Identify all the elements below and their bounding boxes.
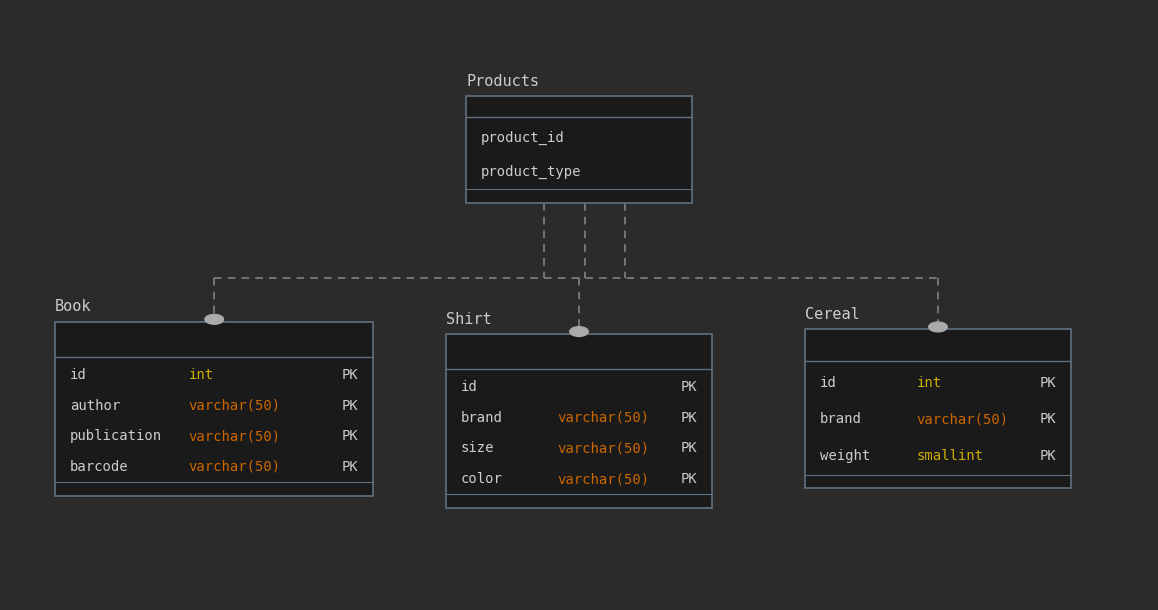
Text: smallint: smallint bbox=[917, 449, 983, 463]
Circle shape bbox=[929, 322, 947, 332]
Text: Cereal: Cereal bbox=[805, 307, 859, 322]
Text: id: id bbox=[69, 368, 87, 382]
Text: varchar(50): varchar(50) bbox=[189, 460, 281, 474]
Text: brand: brand bbox=[820, 412, 862, 426]
FancyBboxPatch shape bbox=[54, 322, 373, 495]
Text: size: size bbox=[461, 442, 494, 456]
Text: PK: PK bbox=[1040, 449, 1056, 463]
Text: Book: Book bbox=[54, 300, 91, 315]
Text: PK: PK bbox=[342, 429, 359, 443]
Text: weight: weight bbox=[820, 449, 870, 463]
Text: varchar(50): varchar(50) bbox=[189, 398, 281, 412]
Text: color: color bbox=[461, 472, 503, 486]
Text: Shirt: Shirt bbox=[446, 312, 491, 327]
Text: varchar(50): varchar(50) bbox=[917, 412, 1009, 426]
Text: PK: PK bbox=[342, 398, 359, 412]
Text: PK: PK bbox=[1040, 412, 1056, 426]
Text: PK: PK bbox=[681, 411, 697, 425]
Circle shape bbox=[205, 315, 223, 325]
Text: varchar(50): varchar(50) bbox=[558, 472, 650, 486]
Text: Products: Products bbox=[466, 74, 540, 88]
Text: id: id bbox=[461, 380, 477, 394]
Text: varchar(50): varchar(50) bbox=[189, 429, 281, 443]
FancyBboxPatch shape bbox=[805, 329, 1071, 488]
Text: int: int bbox=[189, 368, 214, 382]
Text: product_type: product_type bbox=[482, 165, 581, 179]
Circle shape bbox=[570, 327, 588, 336]
Text: varchar(50): varchar(50) bbox=[558, 411, 650, 425]
FancyBboxPatch shape bbox=[446, 334, 712, 508]
Text: varchar(50): varchar(50) bbox=[558, 442, 650, 456]
Text: product_id: product_id bbox=[482, 131, 565, 145]
Text: int: int bbox=[917, 376, 941, 390]
Text: brand: brand bbox=[461, 411, 503, 425]
Text: PK: PK bbox=[681, 472, 697, 486]
Text: barcode: barcode bbox=[69, 460, 129, 474]
Text: PK: PK bbox=[1040, 376, 1056, 390]
Text: PK: PK bbox=[681, 442, 697, 456]
Text: id: id bbox=[820, 376, 836, 390]
FancyBboxPatch shape bbox=[466, 96, 691, 203]
Text: author: author bbox=[69, 398, 120, 412]
Text: publication: publication bbox=[69, 429, 162, 443]
Text: PK: PK bbox=[342, 368, 359, 382]
Text: PK: PK bbox=[342, 460, 359, 474]
Text: PK: PK bbox=[681, 380, 697, 394]
